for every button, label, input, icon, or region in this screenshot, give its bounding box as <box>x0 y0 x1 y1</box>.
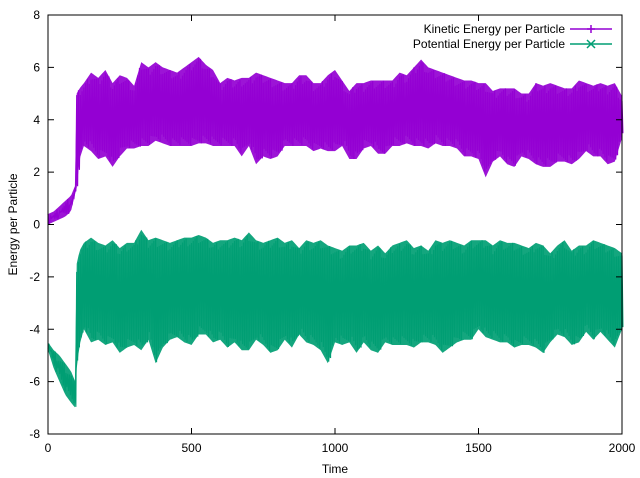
y-tick-label: -2 <box>29 270 40 284</box>
y-tick-label: -6 <box>29 375 40 389</box>
y-tick-label: 4 <box>33 113 40 127</box>
y-tick-label: -8 <box>29 427 40 441</box>
x-tick-label: 1000 <box>322 441 349 455</box>
y-axis-label: Energy per Particle <box>6 173 20 275</box>
x-tick-label: 0 <box>45 441 52 455</box>
x-tick-label: 2000 <box>609 441 636 455</box>
series-band-0 <box>48 56 622 225</box>
legend-marker-cross-b <box>586 39 596 49</box>
x-axis-label: Time <box>322 462 349 476</box>
series-band-1 <box>48 229 622 408</box>
y-tick-label: 8 <box>33 8 40 22</box>
tick-labels: 0 500 1000 1500 2000 -8 -6 -4 -2 0 2 4 6 8 <box>29 8 635 455</box>
legend-label-1: Potential Energy per Particle <box>413 37 565 51</box>
y-tick-label: 2 <box>33 165 40 179</box>
y-tick-label: 6 <box>33 60 40 74</box>
x-tick-label: 500 <box>181 441 201 455</box>
y-tick-label: -4 <box>29 322 40 336</box>
y-tick-label: 0 <box>33 218 40 232</box>
legend-label-0: Kinetic Energy per Particle <box>424 22 566 36</box>
plot-frame <box>47 14 623 435</box>
series-layer <box>47 56 624 408</box>
x-tick-label: 1500 <box>465 441 492 455</box>
